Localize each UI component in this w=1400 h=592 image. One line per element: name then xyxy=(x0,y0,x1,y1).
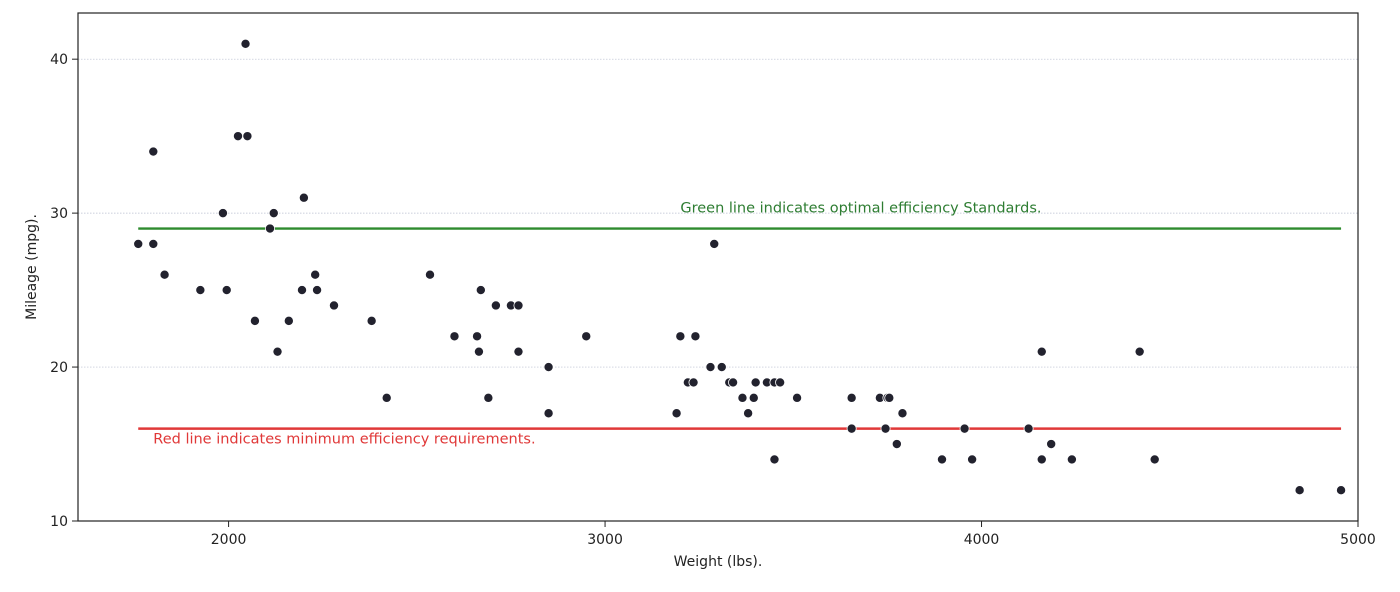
scatter-point xyxy=(846,392,857,403)
scatter-point xyxy=(737,392,748,403)
scatter-point xyxy=(513,346,524,357)
scatter-point xyxy=(1134,346,1145,357)
scatter-point xyxy=(272,346,283,357)
scatter-point xyxy=(490,300,501,311)
scatter-point xyxy=(148,238,159,249)
scatter-point xyxy=(1036,454,1047,465)
scatter-point xyxy=(296,285,307,296)
scatter-point xyxy=(675,331,686,342)
scatter-point xyxy=(366,315,377,326)
scatter-point xyxy=(1294,485,1305,496)
scatter-point xyxy=(328,300,339,311)
scatter-point xyxy=(1149,454,1160,465)
scatter-point xyxy=(671,408,682,419)
scatter-point xyxy=(1336,485,1347,496)
scatter-point xyxy=(195,285,206,296)
y-tick-label: 30 xyxy=(50,206,68,222)
annotation-text: Green line indicates optimal efficiency … xyxy=(680,200,1041,216)
scatter-point xyxy=(967,454,978,465)
gridlines xyxy=(78,58,1358,522)
scatter-point xyxy=(792,392,803,403)
scatter-point xyxy=(709,238,720,249)
scatter-point xyxy=(769,454,780,465)
scatter-point xyxy=(264,223,275,234)
scatter-point xyxy=(221,285,232,296)
scatter-point xyxy=(581,331,592,342)
x-tick-label: 2000 xyxy=(211,532,247,548)
y-tick-label: 40 xyxy=(50,52,68,68)
scatter-point xyxy=(959,423,970,434)
scatter-point xyxy=(1046,439,1057,450)
scatter-point xyxy=(1023,423,1034,434)
scatter-point xyxy=(298,192,309,203)
scatter-point xyxy=(449,331,460,342)
scatter-point xyxy=(232,131,243,142)
scatter-point xyxy=(891,439,902,450)
scatter-point xyxy=(1036,346,1047,357)
scatter-point xyxy=(705,362,716,373)
scatter-point xyxy=(543,408,554,419)
scatter-point xyxy=(283,315,294,326)
scatter-point xyxy=(240,38,251,49)
scatter-point xyxy=(716,362,727,373)
scatter-point xyxy=(473,346,484,357)
scatter-point xyxy=(937,454,948,465)
scatter-point xyxy=(750,377,761,388)
scatter-point xyxy=(775,377,786,388)
scatter-point xyxy=(268,208,279,219)
data-points xyxy=(133,38,1347,496)
scatter-point xyxy=(472,331,483,342)
scatter-point xyxy=(743,408,754,419)
scatter-point xyxy=(217,208,228,219)
scatter-point xyxy=(884,392,895,403)
x-tick-label: 5000 xyxy=(1340,532,1376,548)
scatter-point xyxy=(148,146,159,157)
annotation-text: Red line indicates minimum efficiency re… xyxy=(153,431,535,447)
y-tick-label: 10 xyxy=(50,514,68,530)
plot-frame xyxy=(77,12,1359,522)
scatter-point xyxy=(728,377,739,388)
scatter-point xyxy=(475,285,486,296)
y-tick-label: 20 xyxy=(50,360,68,376)
x-tick-label: 3000 xyxy=(587,532,623,548)
scatter-point xyxy=(483,392,494,403)
scatter-point xyxy=(242,131,253,142)
scatter-point xyxy=(159,269,170,280)
scatter-point xyxy=(543,362,554,373)
axis-ticks: 2000 3000 4000 5000 10 20 30 40 xyxy=(50,52,1376,548)
scatter-point xyxy=(249,315,260,326)
scatter-point xyxy=(690,331,701,342)
scatter-point xyxy=(897,408,908,419)
scatter-point xyxy=(846,423,857,434)
scatter-point xyxy=(312,285,323,296)
scatter-point xyxy=(748,392,759,403)
scatter-point xyxy=(424,269,435,280)
annotations: Green line indicates optimal efficiency … xyxy=(153,200,1041,447)
x-tick-label: 4000 xyxy=(964,532,1000,548)
scatter-point xyxy=(310,269,321,280)
reference-lines xyxy=(138,227,1342,430)
y-axis-label: Mileage (mpg). xyxy=(24,214,40,320)
x-axis-label: Weight (lbs). xyxy=(674,554,763,570)
scatter-point xyxy=(513,300,524,311)
scatter-point xyxy=(133,238,144,249)
scatter-point xyxy=(688,377,699,388)
scatter-point xyxy=(1066,454,1077,465)
scatter-point xyxy=(880,423,891,434)
scatter-point xyxy=(381,392,392,403)
